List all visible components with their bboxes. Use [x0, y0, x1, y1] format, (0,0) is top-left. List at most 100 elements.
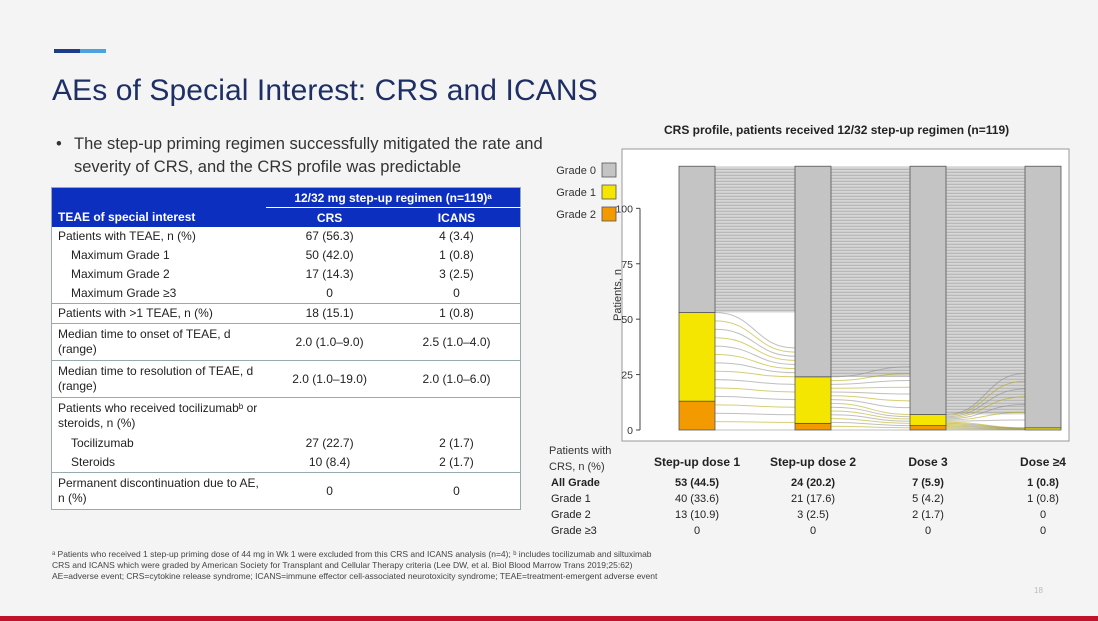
- legend-label: Grade 2: [556, 209, 596, 221]
- row-label: Patients who received tocilizumabᵇ or st…: [58, 401, 258, 430]
- row-icans: 1 (0.8): [392, 303, 521, 324]
- flow-line: [830, 395, 911, 402]
- x-category-label: Dose 3: [908, 455, 948, 469]
- flow-line: [714, 362, 796, 374]
- flow-line: [945, 411, 1026, 421]
- y-tick-label: 100: [615, 203, 633, 215]
- bullet-point: • The step-up priming regimen successful…: [56, 133, 556, 179]
- footnote-line: AE=adverse event; CRS=cytokine release s…: [52, 571, 658, 581]
- flow-grade0: [946, 166, 1025, 415]
- summary-cell: 0: [810, 525, 816, 537]
- chart-title: CRS profile, patients received 12/32 ste…: [664, 123, 1010, 137]
- flow-line: [945, 372, 1026, 415]
- flow-line: [830, 386, 911, 389]
- flow-grade0: [715, 166, 795, 313]
- summary-row-label: Grade 1: [551, 493, 591, 505]
- row-icans: 0: [392, 472, 521, 510]
- table-row: Steroids 10 (8.4) 2 (1.7): [51, 453, 521, 473]
- summary-cell: 24 (20.2): [791, 477, 835, 489]
- table-row: Median time to onset of TEAE, d (range) …: [51, 323, 521, 361]
- row-crs: 2.0 (1.0–9.0): [266, 323, 393, 361]
- row-icans: 3 (2.5): [439, 267, 474, 281]
- bar-grade-1: [909, 414, 947, 426]
- row-label: Steroids: [51, 453, 267, 473]
- flow-line: [830, 391, 911, 395]
- summary-header: CRS, n (%): [549, 461, 605, 473]
- summary-cell: 5 (4.2): [912, 493, 944, 505]
- table-row: Permanent discontinuation due to AE, n (…: [51, 472, 521, 510]
- row-icans: 0: [392, 284, 521, 304]
- teae-table: 12/32 mg step-up regimen (n=119)ᵃ TEAE o…: [51, 187, 521, 510]
- legend: Grade 0 Grade 1 Grade 2: [556, 162, 617, 222]
- row-label: Patients with TEAE, n (%): [58, 229, 196, 243]
- bar-grade-1: [794, 376, 832, 424]
- sankey-flows: [714, 166, 1026, 431]
- legend-swatch: [601, 184, 617, 200]
- flow-line: [714, 387, 796, 393]
- flow-line: [714, 345, 796, 365]
- row-crs: 0: [266, 284, 393, 304]
- bar-grade-0: [909, 165, 947, 415]
- row-icans: 2 (1.7): [439, 436, 474, 450]
- summary-row-label: All Grade: [551, 477, 600, 489]
- flow-line: [830, 366, 911, 378]
- flow-line: [714, 421, 796, 423]
- summary-cell: 3 (2.5): [797, 509, 829, 521]
- y-tick-label: 75: [621, 259, 633, 271]
- table-row: Patients who received tocilizumabᵇ or st…: [52, 398, 521, 435]
- flow-line: [830, 379, 911, 385]
- row-crs: 67 (56.3): [305, 229, 354, 243]
- flow-line: [945, 396, 1026, 419]
- row-crs: 2.0 (1.0–19.0): [266, 360, 393, 398]
- legend-swatch: [601, 162, 617, 178]
- footnote-line: CRS and ICANS which were graded by Ameri…: [52, 560, 633, 570]
- bar-grade-0: [1024, 165, 1062, 429]
- summary-row-label: Grade 2: [551, 509, 591, 521]
- row-icans: 4 (3.4): [439, 229, 474, 243]
- row-label: Median time to resolution of TEAE, d (ra…: [51, 360, 267, 398]
- row-crs: 17 (14.3): [305, 267, 354, 281]
- row-crs: 10 (8.4): [266, 453, 393, 473]
- summary-cell: 0: [925, 525, 931, 537]
- bar-grade-2: [678, 400, 716, 431]
- bar-grade-0: [678, 165, 716, 313]
- summary-cell: 0: [1040, 525, 1046, 537]
- flow-line: [830, 399, 911, 409]
- flow-line: [714, 412, 796, 416]
- legend-label: Grade 1: [556, 187, 596, 199]
- bar-group: [678, 165, 1062, 431]
- table-row: Patients with >1 TEAE, n (%) 18 (15.1) 1…: [51, 303, 521, 324]
- crs-summary-table: Patients with CRS, n (%) All Grade 53 (44.5…: [549, 445, 1059, 537]
- table-row: Median time to resolution of TEAE, d (ra…: [51, 360, 521, 398]
- x-category-label: Step-up dose 1: [654, 455, 740, 469]
- flow-line: [830, 402, 911, 415]
- row-label: Tocilizumab: [71, 436, 134, 450]
- summary-cell: 1 (0.8): [1027, 493, 1059, 505]
- y-axis-label: Patients, n: [612, 269, 624, 321]
- summary-cell: 7 (5.9): [912, 477, 944, 489]
- table-header-label: TEAE of special interest: [51, 207, 267, 227]
- footer-bar: [0, 616, 1098, 621]
- table-header-icans: ICANS: [392, 207, 521, 227]
- row-label: Patients with >1 TEAE, n (%): [51, 303, 267, 324]
- table-row: Maximum Grade 1 50 (42.0) 1 (0.8): [52, 246, 521, 265]
- summary-cell: 0: [694, 525, 700, 537]
- y-tick-label: 50: [621, 314, 633, 326]
- y-tick-label: 25: [621, 370, 633, 382]
- y-axis: 0 25 50 75 100: [615, 203, 641, 437]
- table-row: Maximum Grade 2 17 (14.3) 3 (2.5): [52, 265, 521, 284]
- flow-line: [830, 406, 911, 418]
- summary-cell: 1 (0.8): [1027, 477, 1059, 489]
- legend-swatch: [601, 206, 617, 222]
- footnote-line: ᵃ Patients who received 1 step-up primin…: [52, 549, 652, 559]
- flow-line: [830, 410, 911, 420]
- flow-line: [714, 379, 796, 385]
- bar-grade-1: [678, 312, 716, 402]
- table-row: Maximum Grade ≥3 0 0: [51, 284, 521, 304]
- x-axis-labels: Step-up dose 1 Step-up dose 2 Dose 3 Dose ≥…: [654, 455, 1066, 469]
- flow-line: [714, 312, 796, 349]
- flow-line: [830, 373, 911, 382]
- row-label: Permanent discontinuation due to AE, n (…: [51, 472, 267, 510]
- flow-line: [714, 370, 796, 378]
